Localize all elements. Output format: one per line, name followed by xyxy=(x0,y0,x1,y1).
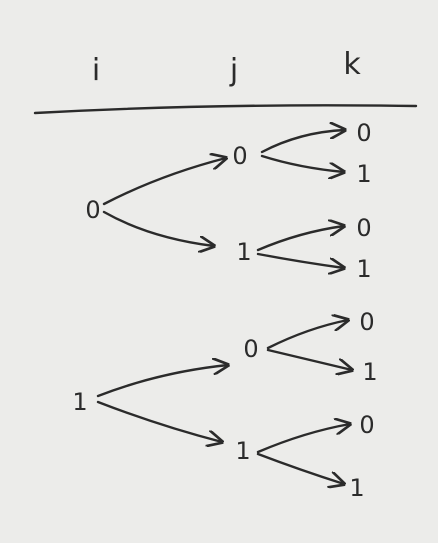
k-node-2: 0 xyxy=(356,214,371,242)
header-k-label: k xyxy=(343,47,361,82)
arrow-j11-k7 xyxy=(256,452,344,484)
k-node-6: 0 xyxy=(359,411,374,439)
header-j-label: j xyxy=(229,53,238,88)
j-node-1-0: 0 xyxy=(243,335,258,363)
arrow-j11-k6 xyxy=(256,424,350,454)
arrow-j01-k2 xyxy=(256,226,344,252)
k-node-5: 1 xyxy=(362,358,377,386)
k-node-3: 1 xyxy=(356,255,371,283)
j-node-1-1: 1 xyxy=(235,437,250,465)
arrow-i1-j1 xyxy=(96,400,222,442)
k-node-0: 0 xyxy=(356,119,371,147)
i-node-0: 0 xyxy=(85,196,100,224)
k-node-7: 1 xyxy=(349,474,364,502)
arrow-j00-k1 xyxy=(260,154,344,172)
i-node-1: 1 xyxy=(72,388,87,416)
k-node-4: 0 xyxy=(359,308,374,336)
j-node-0-1: 1 xyxy=(236,238,251,266)
header-divider xyxy=(33,104,418,115)
arrow-i0-j0 xyxy=(102,158,226,206)
arrow-i0-j1 xyxy=(102,210,214,246)
arrow-j10-k4 xyxy=(266,320,348,350)
j-node-0-0: 0 xyxy=(232,142,247,170)
arrow-j01-k3 xyxy=(256,252,344,268)
arrow-j00-k0 xyxy=(260,130,345,154)
k-node-1: 1 xyxy=(356,160,371,188)
arrow-i1-j0 xyxy=(96,365,228,398)
header-i-label: i xyxy=(92,53,100,88)
arrow-j10-k5 xyxy=(266,348,352,370)
